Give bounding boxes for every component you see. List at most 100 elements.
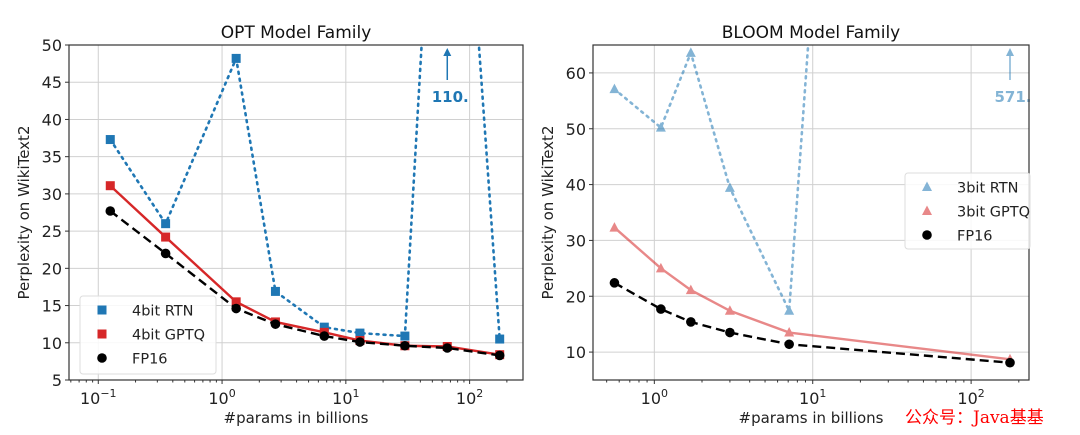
legend-label: 4bit GPTQ <box>132 328 205 344</box>
legend-marker-icon <box>922 205 932 215</box>
series-3bit-rtn <box>609 45 810 316</box>
watermark: 公众号：Java基基 <box>905 408 1044 428</box>
data-point-triangle <box>655 122 666 132</box>
legend-circle-icon <box>97 353 107 363</box>
legend-label: 4bit RTN <box>132 304 193 320</box>
y-tick-label: 60 <box>566 64 586 83</box>
y-tick-label: 30 <box>566 231 586 250</box>
legend: 3bit RTN 3bit GPTQ FP16 <box>904 172 1031 250</box>
x-axis-label: #params in billions <box>739 409 884 427</box>
legend-label: FP16 <box>957 229 993 245</box>
annotation-label: 571. <box>994 88 1031 106</box>
data-point-circle <box>784 339 794 350</box>
legend-square-icon <box>97 305 107 315</box>
y-tick-label: 40 <box>42 110 62 129</box>
data-point-square <box>319 322 329 332</box>
x-tick-label: 102 <box>456 387 483 408</box>
y-tick-label: 20 <box>42 259 62 278</box>
series-line <box>108 45 501 341</box>
x-tick-label: 101 <box>332 387 359 408</box>
legend: 4bit RTN 4bit GPTQ FP16 <box>79 295 217 375</box>
series-line <box>613 226 1011 361</box>
y-tick-label: 10 <box>42 334 62 353</box>
x-tick-exponent: 0 <box>661 387 668 400</box>
x-axis-label: #params in billions <box>224 409 369 427</box>
y-axis-label: Perplexity on WikiText2 <box>15 126 33 300</box>
y-tick-label: 15 <box>42 297 62 316</box>
data-point-triangle <box>609 222 620 232</box>
data-point-circle <box>1005 357 1015 368</box>
series-line <box>109 210 500 357</box>
series-line <box>613 45 810 316</box>
x-tick-label: 101 <box>799 387 826 408</box>
data-point-circle <box>686 317 696 327</box>
series-line <box>613 281 1011 364</box>
data-point-circle <box>725 327 735 338</box>
x-tick-label: 100 <box>208 387 235 408</box>
data-point-circle <box>656 304 666 314</box>
data-point-triangle <box>784 305 795 315</box>
x-tick-label: 100 <box>641 387 668 408</box>
legend-box <box>904 172 1031 250</box>
legend-marker-icon <box>97 329 107 339</box>
x-tick-exponent: 2 <box>978 387 985 400</box>
data-point-circle <box>442 343 453 353</box>
data-point-square <box>161 232 171 242</box>
legend-square-icon <box>97 329 107 339</box>
x-tick-base: 10 <box>456 389 476 408</box>
x-tick-base: 10 <box>80 389 100 408</box>
data-point-square <box>270 286 280 296</box>
x-tick-base: 10 <box>799 389 819 408</box>
data-point-square <box>355 328 365 338</box>
y-tick-label: 30 <box>42 185 62 204</box>
data-point-circle <box>609 278 620 288</box>
legend-box <box>79 295 217 375</box>
series-fp16 <box>609 278 1015 368</box>
data-point-circle <box>400 340 410 351</box>
y-axis-label: Perplexity on WikiText2 <box>539 126 557 300</box>
data-point-circle <box>270 319 281 329</box>
data-point-circle <box>355 337 365 347</box>
y-tick-label: 25 <box>42 222 62 241</box>
legend-label: 3bit GPTQ <box>957 205 1030 221</box>
series-fp16 <box>105 206 505 361</box>
data-point-triangle <box>609 83 620 94</box>
off-chart-annotation: 110. <box>432 48 469 106</box>
data-point-square <box>105 181 115 191</box>
y-tick-label: 45 <box>42 73 62 92</box>
data-point-square <box>161 219 171 229</box>
x-tick-base: 10 <box>332 389 352 408</box>
chart-title: BLOOM Model Family <box>722 23 901 43</box>
x-tick-base: 10 <box>957 389 977 408</box>
y-tick-label: 40 <box>566 176 586 195</box>
x-tick-exponent: 1 <box>819 387 826 400</box>
y-tick-label: 50 <box>42 36 62 55</box>
y-tick-label: 50 <box>566 120 586 139</box>
data-point-square <box>105 135 115 145</box>
legend-marker-icon <box>97 353 107 363</box>
legend-triangle-icon <box>922 181 932 191</box>
x-tick-exponent: 2 <box>476 387 483 400</box>
data-point-circle <box>494 350 505 361</box>
legend-circle-icon <box>922 230 932 240</box>
data-point-square <box>231 297 241 307</box>
series-4bit-rtn <box>105 45 505 344</box>
annotation-arrow-head-icon <box>443 48 452 56</box>
y-tick-label: 35 <box>42 148 62 167</box>
plot-frame <box>68 44 524 381</box>
x-tick-base: 10 <box>208 389 228 408</box>
annotation-arrow-head-icon <box>1005 48 1014 56</box>
y-tick-label: 20 <box>566 287 586 306</box>
data-point-circle <box>319 331 330 341</box>
data-point-circle <box>105 206 116 216</box>
data-point-triangle <box>784 327 795 337</box>
data-point-circle <box>160 248 171 259</box>
off-chart-annotation: 571. <box>994 48 1032 106</box>
x-tick-label: 102 <box>957 387 984 408</box>
legend-marker-icon <box>922 181 932 191</box>
data-point-triangle <box>655 262 666 273</box>
chart-title: OPT Model Family <box>221 23 372 43</box>
